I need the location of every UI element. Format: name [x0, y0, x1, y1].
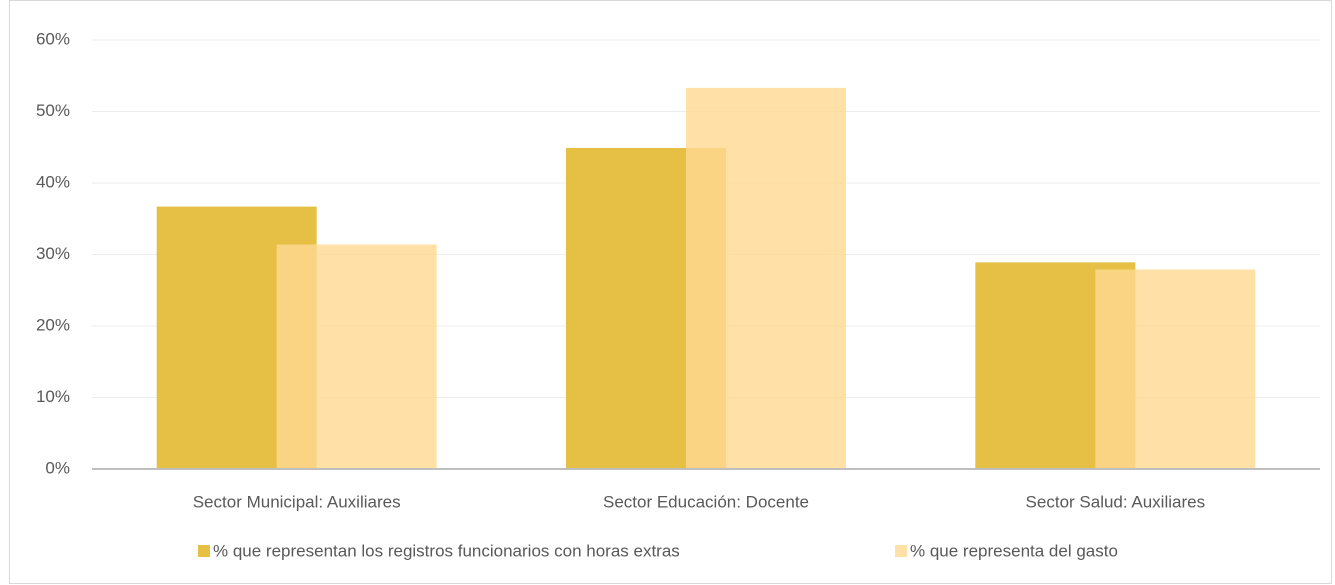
x-tick-label: Sector Educación: Docente	[603, 492, 809, 511]
bar	[1095, 269, 1256, 469]
y-tick-label: 20%	[36, 315, 70, 334]
x-tick-label: Sector Municipal: Auxiliares	[193, 492, 401, 511]
legend-label: % que representan los registros funciona…	[213, 541, 680, 560]
legend-swatch	[198, 545, 210, 557]
bar	[276, 244, 437, 469]
y-tick-label: 30%	[36, 244, 70, 263]
y-tick-label: 10%	[36, 387, 70, 406]
y-tick-label: 50%	[36, 101, 70, 120]
legend-swatch	[895, 545, 907, 557]
y-tick-label: 40%	[36, 172, 70, 191]
x-tick-label: Sector Salud: Auxiliares	[1026, 492, 1206, 511]
legend-label: % que representa del gasto	[910, 541, 1118, 560]
bar	[686, 87, 846, 469]
y-tick-label: 60%	[36, 29, 70, 48]
y-tick-label: 0%	[45, 458, 70, 477]
